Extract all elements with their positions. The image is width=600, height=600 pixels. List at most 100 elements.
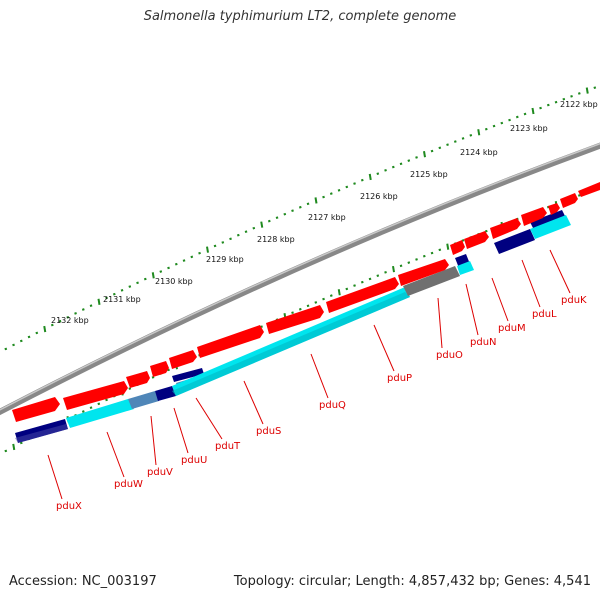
inner-tick: [484, 229, 488, 233]
outer-tick: [244, 230, 248, 234]
orf-cyan-right: [530, 215, 571, 239]
gene-label-pduq[interactable]: pduQ: [319, 400, 346, 411]
cds-11: [464, 231, 489, 249]
cds-16: [578, 182, 600, 197]
outer-tick: [492, 124, 496, 128]
cds-15: [560, 193, 578, 208]
outer-tick: [345, 185, 349, 189]
outer-tick: [221, 241, 225, 244]
leader-pdup: [373, 324, 395, 372]
outer-tick: [58, 319, 62, 323]
outer-tick: [329, 192, 333, 195]
outer-tick: [252, 226, 256, 230]
inner-tick: [577, 194, 581, 197]
outer-tick: [484, 127, 488, 131]
cds-1: [12, 397, 60, 422]
outer-tick: [229, 237, 232, 241]
gene-label-pduw[interactable]: pduW: [114, 479, 143, 490]
outer-tick: [322, 195, 325, 199]
outer-tick: [368, 173, 372, 181]
outer-tick: [128, 285, 132, 288]
cds-7: [266, 305, 324, 334]
outer-tick: [570, 95, 573, 98]
outer-tick: [105, 296, 108, 300]
inner-tick: [407, 261, 411, 264]
outer-tick: [298, 205, 302, 209]
outer-tick: [260, 221, 264, 228]
gene-label-pduk[interactable]: pduK: [561, 295, 587, 306]
outer-tick: [97, 298, 101, 305]
outer-tick: [562, 97, 566, 101]
inner-tick: [97, 402, 101, 406]
outer-tick: [314, 197, 318, 204]
inner-tick: [322, 297, 325, 301]
ruler-label: 2126 kbp: [360, 192, 398, 201]
gene-label-pdun[interactable]: pduN: [470, 337, 497, 348]
outer-tick: [190, 255, 194, 259]
cds-14: [548, 203, 560, 215]
outer-tick: [515, 115, 519, 119]
outer-tick: [89, 304, 93, 307]
outer-tick: [267, 219, 271, 223]
cds-13: [521, 207, 547, 226]
outer-tick: [4, 347, 8, 351]
inner-tick: [260, 325, 263, 328]
outer-tick: [12, 343, 15, 347]
genome-title: Salmonella typhimurium LT2, complete gen…: [143, 9, 457, 24]
outer-tick: [376, 172, 380, 175]
leader-pdux: [47, 454, 63, 500]
gene-label-pdup[interactable]: pduP: [387, 373, 412, 384]
gene-label-pdux[interactable]: pduX: [56, 501, 82, 512]
outer-tick: [337, 188, 341, 192]
gene-label-pdul[interactable]: pduL: [532, 309, 557, 320]
orf-track: [15, 210, 571, 443]
outer-tick: [174, 262, 178, 266]
outer-tick: [391, 165, 395, 169]
gene-label-pduu[interactable]: pduU: [181, 455, 207, 466]
leader-pdul: [521, 259, 541, 308]
leader-pduv: [150, 415, 157, 466]
inner-tick: [384, 271, 387, 274]
leader-pduq: [310, 353, 329, 399]
outer-tick: [477, 129, 481, 136]
ruler-label: 2129 kbp: [206, 255, 244, 264]
outer-tick: [167, 266, 170, 270]
outer-tick: [275, 216, 279, 219]
ruler-label: 2132 kbp: [51, 316, 89, 325]
orf-reverse-pdux-shade: [15, 424, 68, 443]
gene-label-pdum[interactable]: pduM: [498, 323, 526, 334]
outer-tick: [407, 159, 411, 162]
cds-12: [490, 218, 521, 239]
outer-tick: [182, 259, 186, 262]
gene-label-pduv[interactable]: pduV: [147, 467, 173, 478]
outer-tick: [143, 277, 147, 281]
orf-cyan-long-shade: [172, 292, 410, 396]
outer-tick: [546, 103, 550, 107]
gene-label-pdus[interactable]: pduS: [256, 426, 281, 437]
orf-reverse-b: [155, 386, 176, 401]
ruler-label: 2122 kbp: [560, 100, 598, 109]
outer-tick: [306, 202, 310, 206]
outer-tick: [500, 121, 504, 125]
outer-tick: [353, 182, 356, 185]
leader-pduo: [437, 297, 443, 349]
inner-tick: [167, 368, 170, 372]
cds-4: [150, 361, 169, 377]
inner-tick: [415, 258, 418, 261]
leader-pdus: [243, 380, 264, 425]
orf-gray: [403, 266, 460, 296]
inner-tick: [105, 398, 108, 402]
inner-tick: [81, 410, 85, 413]
leader-pdun: [465, 283, 479, 336]
gene-label-pduo[interactable]: pduO: [436, 350, 463, 361]
forward-cds-track: [12, 182, 600, 422]
outer-tick: [66, 315, 70, 319]
outer-tick: [198, 251, 201, 255]
inner-tick: [306, 304, 310, 308]
outer-tick: [415, 156, 418, 159]
orf-reverse-pduk: [494, 229, 535, 254]
gene-label-pdut[interactable]: pduT: [215, 441, 241, 452]
inner-tick: [392, 265, 395, 273]
outer-tick: [81, 308, 85, 311]
inner-tick: [4, 449, 8, 453]
